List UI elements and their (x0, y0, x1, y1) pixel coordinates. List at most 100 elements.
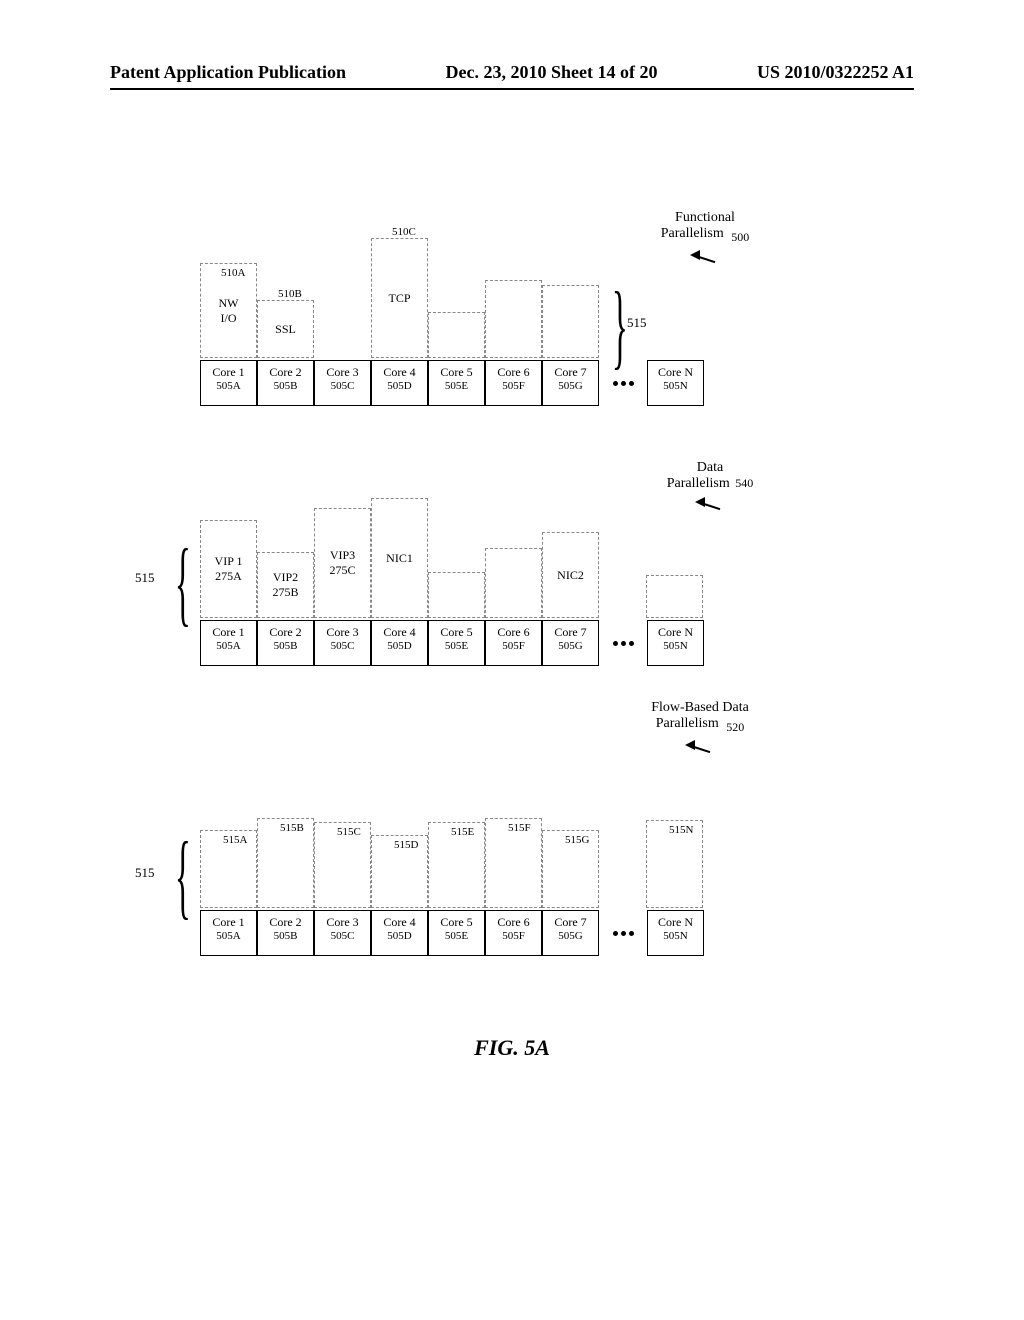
core-box: Core 6505F (485, 360, 542, 406)
box-tag: 510C (392, 226, 416, 238)
core-id: 505E (429, 640, 484, 652)
core-box: Core 6505F (485, 910, 542, 956)
core-name: Core N (648, 915, 703, 930)
box-tag: 515A (223, 834, 247, 846)
core-box: Core 5505E (428, 910, 485, 956)
core-box: Core 1505A (200, 620, 257, 666)
core-box: Core 1505A (200, 360, 257, 406)
dashed-box: NIC2 (542, 532, 599, 618)
core-id: 505F (486, 930, 541, 942)
box-tag: 515C (337, 826, 361, 838)
core-name: Core 6 (486, 365, 541, 380)
dashed-box: 515D (371, 835, 428, 908)
title-line2: Parallelism (661, 226, 724, 241)
box-sublabel: 275B (272, 585, 298, 600)
title-line1: Functional (640, 210, 770, 226)
box-tag: 515F (508, 822, 531, 834)
dashed-box (542, 285, 599, 358)
box-label: NIC1 (386, 551, 413, 566)
brace-label: 515 (627, 315, 647, 331)
core-box: Core 3505C (314, 620, 371, 666)
core-name: Core 1 (201, 365, 256, 380)
core-name: Core N (648, 625, 703, 640)
core-id: 505B (258, 930, 313, 942)
brace-icon: } (612, 278, 628, 373)
brace-icon: { (175, 828, 191, 923)
arrow-icon (685, 737, 715, 755)
core-box: Core 4505D (371, 360, 428, 406)
core-id: 505G (543, 380, 598, 392)
header-center: Dec. 23, 2010 Sheet 14 of 20 (446, 62, 658, 83)
core-name: Core N (648, 365, 703, 380)
core-name: Core 7 (543, 625, 598, 640)
core-name: Core 2 (258, 915, 313, 930)
core-name: Core 6 (486, 625, 541, 640)
arrow-icon (695, 494, 725, 512)
core-id: 505G (543, 930, 598, 942)
core-id: 505F (486, 640, 541, 652)
core-box: Core 5505E (428, 360, 485, 406)
dashed-box: 515G (542, 830, 599, 908)
title-num: 520 (726, 720, 744, 734)
core-name: Core 4 (372, 365, 427, 380)
core-id: 505C (315, 930, 370, 942)
core-row: Core 1505ACore 2505BCore 3505CCore 4505D… (200, 620, 704, 666)
dashed-box (428, 572, 485, 618)
core-box: Core 2505B (257, 360, 314, 406)
core-name: Core 3 (315, 915, 370, 930)
core-name: Core 4 (372, 625, 427, 640)
title-num: 500 (731, 230, 749, 244)
dashed-box: 510BSSL (257, 300, 314, 358)
dashed-box: 515A (200, 830, 257, 908)
brace-icon: { (175, 535, 191, 630)
core-name: Core 3 (315, 625, 370, 640)
core-id: 505E (429, 380, 484, 392)
core-box: Core 4505D (371, 620, 428, 666)
dashed-box: VIP2275B (257, 552, 314, 618)
dashed-box: VIP3275C (314, 508, 371, 618)
core-row: Core 1505ACore 2505BCore 3505CCore 4505D… (200, 360, 704, 406)
core-name: Core 1 (201, 625, 256, 640)
page-header: Patent Application Publication Dec. 23, … (0, 62, 1024, 83)
dashed-box (428, 312, 485, 358)
core-id: 505A (201, 380, 256, 392)
ellipsis-icon (599, 360, 647, 406)
core-box: Core 3505C (314, 360, 371, 406)
title-line1: Flow-Based Data (620, 700, 780, 716)
core-id: 505D (372, 640, 427, 652)
core-id: 505C (315, 640, 370, 652)
dashed-box: 515B (257, 818, 314, 908)
dashed-box: 510ANWI/O (200, 263, 257, 358)
core-box: Core 2505B (257, 620, 314, 666)
box-tag: 515D (394, 839, 418, 851)
brace-label: 515 (135, 570, 155, 586)
core-name: Core 7 (543, 915, 598, 930)
dashed-box: 515F (485, 818, 542, 908)
dashed-box: NIC1 (371, 498, 428, 618)
figure-label: FIG. 5A (0, 1035, 1024, 1061)
core-id: 505N (648, 640, 703, 652)
box-sublabel: 275A (215, 569, 242, 584)
core-name: Core 5 (429, 625, 484, 640)
core-box: Core 1505A (200, 910, 257, 956)
box-tag: 510B (278, 288, 302, 300)
title-functional: Functional Parallelism 500 (640, 210, 770, 270)
box-label: NIC2 (557, 568, 584, 583)
core-box: Core 2505B (257, 910, 314, 956)
core-id: 505E (429, 930, 484, 942)
core-box: Core 7505G (542, 910, 599, 956)
title-num: 540 (735, 476, 753, 490)
title-line2: Parallelism (656, 716, 719, 731)
core-name: Core 1 (201, 915, 256, 930)
core-id: 505A (201, 640, 256, 652)
core-box: Core 3505C (314, 910, 371, 956)
core-box: Core N505N (647, 910, 704, 956)
title-data: Data Parallelism 540 (640, 460, 780, 517)
core-box: Core 6505F (485, 620, 542, 666)
title-flow: Flow-Based Data Parallelism 520 (620, 700, 780, 760)
box-label: TCP (388, 291, 410, 306)
core-box: Core N505N (647, 620, 704, 666)
ellipsis-icon (599, 910, 647, 956)
core-box: Core 5505E (428, 620, 485, 666)
core-id: 505B (258, 380, 313, 392)
